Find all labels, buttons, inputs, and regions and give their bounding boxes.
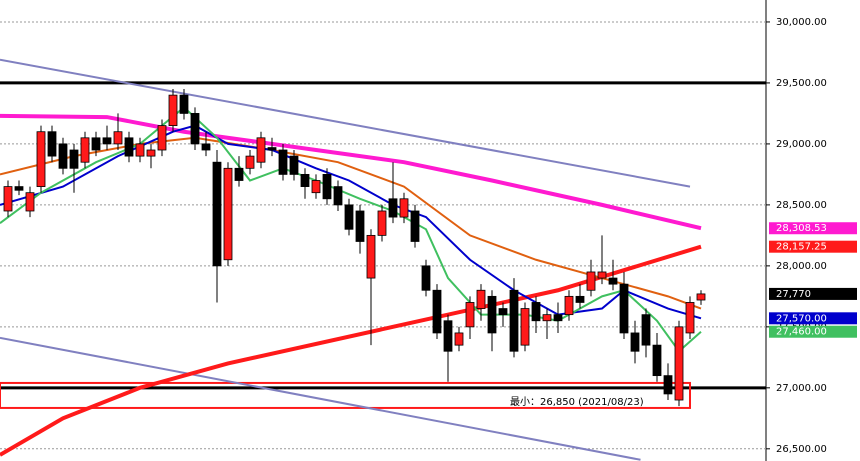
price-label: 28,308.53 — [776, 223, 827, 234]
price-label-box — [769, 287, 857, 300]
candle-body — [91, 137, 101, 151]
candle-body — [454, 332, 464, 346]
price-label-box — [769, 325, 857, 338]
candle-body — [498, 308, 508, 316]
candle-body — [410, 210, 420, 242]
candle-body — [135, 143, 145, 157]
candle-body — [278, 149, 288, 175]
candle-body — [586, 271, 596, 291]
candle-body — [630, 332, 640, 352]
candle-body — [190, 113, 200, 145]
y-tick-label: 28,500.00 — [776, 200, 827, 211]
candle-body — [223, 167, 233, 261]
candle-body — [201, 143, 211, 151]
candle-body — [652, 344, 662, 377]
candle-body — [641, 314, 651, 346]
candle-body — [608, 277, 618, 285]
candle-body — [267, 147, 277, 151]
candle-body — [487, 295, 497, 334]
candle-body — [366, 234, 376, 279]
y-tick-label: 27,000.00 — [776, 383, 827, 394]
price-label-box — [769, 240, 857, 253]
candle-body — [553, 314, 563, 322]
y-tick-label: 30,000.00 — [776, 17, 827, 28]
candle-body — [432, 289, 442, 334]
line-series — [0, 336, 641, 461]
y-tick-label: 28,000.00 — [776, 261, 827, 272]
candle-body — [47, 131, 57, 157]
y-tick-label: 29,000.00 — [776, 139, 827, 150]
candle-body — [58, 143, 68, 169]
candle-body — [663, 375, 673, 395]
candle-body — [344, 204, 354, 230]
candle-body — [146, 149, 156, 157]
candle-body — [25, 192, 35, 212]
candle-body — [509, 289, 519, 352]
candle-body — [168, 94, 178, 127]
price-label: 27,770 — [776, 289, 811, 300]
line-series — [0, 113, 702, 231]
candle-body — [476, 289, 486, 309]
candle-body — [355, 210, 365, 242]
line-series — [0, 244, 702, 457]
candle-body — [14, 186, 24, 191]
candle-body — [212, 161, 222, 267]
candle-body — [311, 180, 321, 194]
price-label-box — [769, 312, 857, 325]
candle-body — [674, 326, 684, 401]
y-tick-label: 26,500.00 — [776, 444, 827, 455]
candle-body — [388, 198, 398, 218]
candle-body — [102, 137, 112, 145]
candle-body — [465, 302, 475, 328]
candle-body — [36, 131, 46, 187]
candle-body — [685, 302, 695, 334]
candle-body — [564, 295, 574, 316]
candle-body — [421, 265, 431, 291]
candle-body — [234, 167, 244, 181]
candle-body — [377, 210, 387, 236]
candle-body — [80, 137, 90, 163]
candle-body — [399, 198, 409, 218]
price-label-box — [769, 222, 857, 235]
y-tick-label: 29,500.00 — [776, 78, 827, 89]
candle-body — [256, 137, 266, 163]
annotation: 最小：26,850 (2021/08/23) — [510, 396, 644, 408]
candle-body — [696, 293, 706, 301]
candle-body — [575, 295, 585, 303]
candle-body — [619, 283, 629, 334]
candle-body — [520, 308, 530, 346]
line-series — [0, 58, 691, 188]
candle-body — [245, 155, 255, 169]
price-label: 28,157.25 — [776, 242, 827, 253]
candle-body — [443, 320, 453, 352]
price-label: 27,570.00 — [776, 313, 827, 324]
candle-body — [597, 271, 607, 279]
min-box — [0, 381, 691, 409]
candle-body — [3, 186, 13, 212]
candle-body — [289, 155, 299, 175]
candle-body — [113, 131, 123, 145]
candle-body — [179, 94, 189, 114]
candle-body — [542, 314, 552, 322]
candle-body — [124, 137, 134, 157]
candle-body — [333, 186, 343, 206]
candle-body — [157, 125, 167, 151]
candle-body — [322, 173, 332, 200]
candle-body — [69, 149, 79, 169]
candle-body — [300, 173, 310, 187]
candle-body — [531, 302, 541, 322]
price-label: 27,460.00 — [776, 327, 827, 338]
